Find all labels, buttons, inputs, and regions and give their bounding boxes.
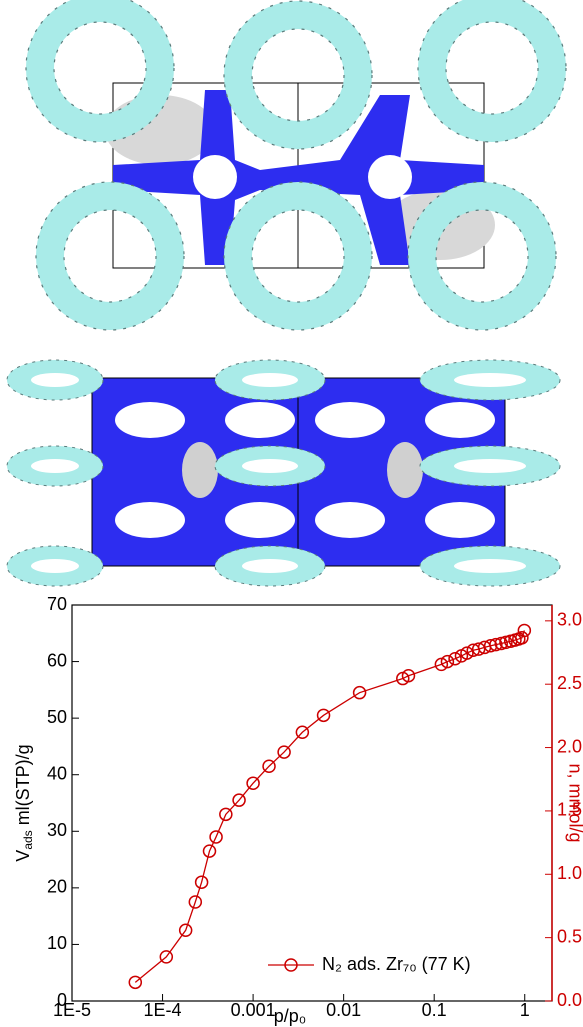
x-tick-label: 1 <box>520 1000 530 1020</box>
structure-top-view <box>26 0 566 330</box>
y-tick-label: 30 <box>47 820 67 840</box>
x-tick-label: 0.1 <box>422 1000 447 1020</box>
x-tick-label: 1E-4 <box>144 1000 182 1020</box>
y-tick-label: 50 <box>47 707 67 727</box>
y2-tick-label: 2.0 <box>557 736 582 756</box>
y-tick-label: 0 <box>57 990 67 1010</box>
x-tick-label: 0.001 <box>231 1000 276 1020</box>
x-tick-label: 0.01 <box>326 1000 361 1020</box>
y2-tick-label: 1.5 <box>557 800 582 820</box>
y2-tick-label: 0.0 <box>557 990 582 1010</box>
chart: p/p₀ Vads ml(STP)/g n, mmol/g <box>13 605 583 1026</box>
y2-tick-label: 3.0 <box>557 610 582 630</box>
x-axis-label: p/p₀ <box>274 1006 307 1026</box>
y-tick-label: 70 <box>47 594 67 614</box>
y-axis-label: Vads ml(STP)/g <box>13 744 35 861</box>
y2-tick-label: 2.5 <box>557 673 582 693</box>
y-label-rest: ml(STP)/g <box>13 744 33 830</box>
y-tick-label: 60 <box>47 650 67 670</box>
structure-side-view <box>7 360 560 586</box>
y-tick-label: 40 <box>47 763 67 783</box>
y-label-main: V <box>13 850 33 862</box>
y2-tick-label: 1.0 <box>557 863 582 883</box>
y-label-sub: ads <box>21 830 35 849</box>
y-tick-label: 20 <box>47 877 67 897</box>
figure: p/p₀ Vads ml(STP)/g n, mmol/g 1E-51E-40.… <box>0 0 583 1027</box>
plot-frame <box>72 605 552 1001</box>
y2-tick-label: 0.5 <box>557 926 582 946</box>
legend-label: N₂ ads. Zr₇₀ (77 K) <box>322 954 471 974</box>
y-tick-label: 10 <box>47 933 67 953</box>
